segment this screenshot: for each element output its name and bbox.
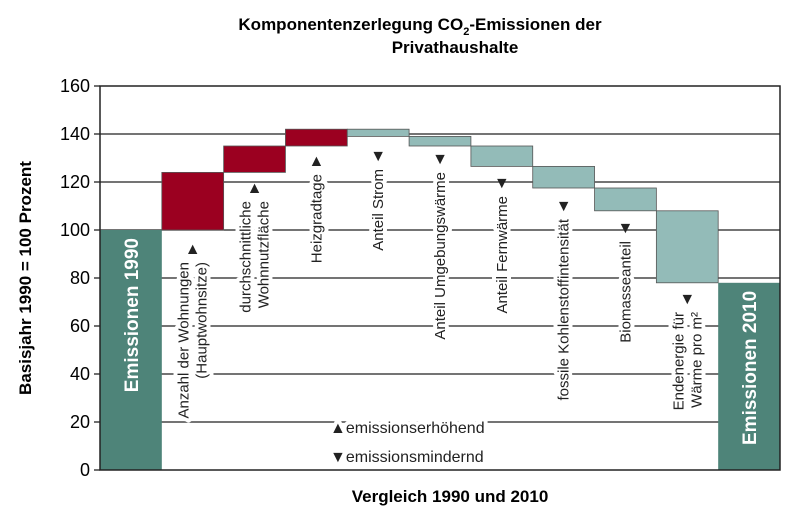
bar-decrease [655,210,719,284]
category-label: Wohnnutzfläche [256,201,273,308]
category-label: Endenergie für [670,312,687,410]
y-tick-label: 80 [70,268,90,288]
y-tick-label: 20 [70,412,90,432]
legend-increase: ▲emissionserhöhend [330,420,485,437]
y-tick-label: 40 [70,364,90,384]
bar-decrease [408,135,472,147]
triangle-down-icon: ▼ [432,151,448,168]
triangle-up-icon: ▲ [308,153,324,170]
legend-decrease: ▼emissionsmindernd [330,449,484,466]
x-axis-label: Vergleich 1990 und 2010 [352,487,549,506]
triangle-up-icon: ▲ [247,180,263,197]
triangle-up-icon: ▲ [185,241,201,258]
bar-decrease [594,187,657,212]
total-label: Emissionen 2010 [740,291,761,445]
bar-increase [223,145,286,173]
bar-total [718,282,780,470]
triangle-up-icon: ▲ [330,420,346,437]
category-label: Wärme pro m² [688,312,705,408]
category-label: Biomasseanteil [617,241,634,343]
plot-frame [99,85,781,471]
legend: ▲emissionserhöhend ▼emissionsmindernd [326,416,489,470]
triangle-down-icon: ▼ [679,291,695,308]
category-label: Anteil Strom [370,169,387,251]
category-label: fossile Kohlenstoffintensität [556,218,573,400]
bar-total [100,230,162,470]
bar-decrease [532,165,595,189]
bar-decrease [470,145,534,167]
triangle-down-icon: ▼ [556,198,572,215]
total-label: Emissionen 1990 [122,238,143,392]
y-tick-label: 0 [80,460,90,480]
y-axis-label: Basisjahr 1990 = 100 Prozent [16,161,35,395]
category-label: Anteil Umgebungswärme [432,172,449,340]
y-tick-label: 100 [60,220,90,240]
y-tick-label: 160 [60,76,90,96]
triangle-down-icon: ▼ [618,220,634,237]
bar-decrease [346,128,410,137]
category-label: (Hauptwohnsitze) [194,262,211,379]
category-label: Anteil Fernwärme [494,196,511,314]
triangle-down-icon: ▼ [370,148,386,165]
bar-increase [161,171,225,231]
chart-title-line1: Komponentenzerlegung CO2-Emissionen der [238,15,602,38]
chart-title-line2: Privathaushalte [392,38,519,57]
bar-increase [285,128,348,147]
y-tick-label: 140 [60,124,90,144]
triangle-down-icon: ▼ [330,449,346,466]
y-tick-label: 60 [70,316,90,336]
category-label: Heizgradtage [308,174,325,263]
y-tick-label: 120 [60,172,90,192]
category-label: durchschnittliche [238,201,255,313]
triangle-down-icon: ▼ [494,175,510,192]
category-label: Anzahl der Wohnungen [176,262,193,419]
